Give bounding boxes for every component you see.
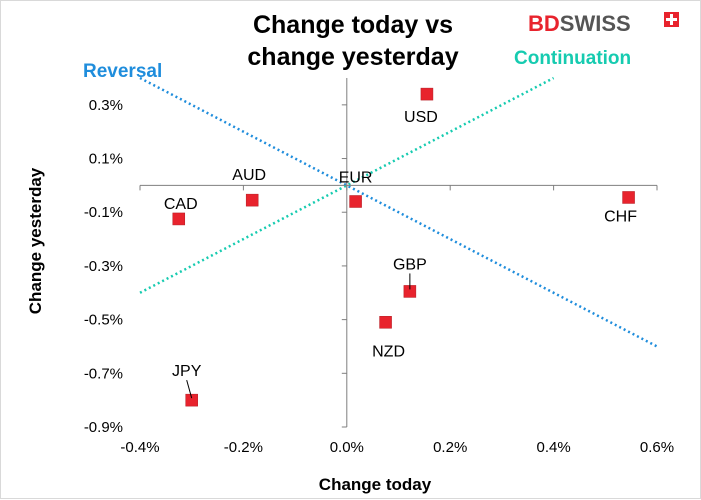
- data-point-nzd: [379, 316, 392, 329]
- point-label-gbp: GBP: [393, 256, 427, 273]
- trendline-label-reversal: Reversal: [83, 61, 162, 82]
- trendline-reversal: [139, 76, 658, 348]
- x-axis-title: Change today: [319, 475, 432, 494]
- point-label-eur: EUR: [339, 169, 373, 186]
- trendlines: Reversal Continuation: [83, 48, 658, 348]
- leader-line-jpy: [186, 380, 193, 399]
- point-label-usd: USD: [404, 109, 438, 126]
- chart-title-line-1: Change today vs: [253, 11, 453, 39]
- logo-text-swiss: SWISS: [560, 11, 631, 36]
- tick-labels: -0.4% -0.2% 0.0% 0.2% 0.4% 0.6% 0.3% 0.1% -0.1% -…: [84, 97, 674, 456]
- data-point-jpy: [185, 393, 198, 407]
- y-tick-label: -0.1%: [84, 204, 123, 221]
- x-tick-label: 0.2%: [433, 439, 467, 456]
- axes: [139, 78, 658, 428]
- point-label-chf: CHF: [604, 208, 637, 225]
- data-point-chf: [622, 191, 635, 204]
- point-label-jpy: JPY: [172, 363, 202, 380]
- logo-text-bd: BD: [528, 11, 560, 36]
- x-tick-label: 0.4%: [536, 439, 570, 456]
- svg-text:BDSWISS: BDSWISS: [528, 11, 631, 36]
- y-tick-label: 0.1%: [89, 151, 123, 168]
- y-tick-label: -0.9%: [84, 419, 123, 436]
- y-tick-label: -0.5%: [84, 312, 123, 329]
- y-axis-title: Change yesterday: [26, 167, 45, 314]
- y-tick-label: 0.3%: [89, 97, 123, 114]
- point-label-cad: CAD: [164, 196, 198, 213]
- point-labels: USD AUD CAD EUR CHF GBP NZD JPY: [164, 109, 637, 399]
- y-tick-label: -0.3%: [84, 258, 123, 275]
- trendline-label-continuation: Continuation: [514, 48, 631, 69]
- point-label-nzd: NZD: [372, 343, 405, 360]
- logo-flag-icon: [664, 12, 679, 27]
- x-tick-label: -0.2%: [224, 439, 263, 456]
- x-tick-label: -0.4%: [120, 439, 159, 456]
- data-point-eur: [349, 195, 362, 208]
- point-label-aud: AUD: [232, 167, 266, 184]
- x-tick-label: 0.0%: [330, 439, 364, 456]
- data-point-aud: [245, 193, 259, 207]
- chart-title: Change today vs change yesterday: [247, 11, 458, 71]
- data-point-usd: [420, 87, 434, 101]
- chart-title-line-2: change yesterday: [247, 43, 458, 71]
- x-tick-label: 0.6%: [640, 439, 674, 456]
- data-point-cad: [172, 212, 186, 226]
- y-tick-label: -0.7%: [84, 365, 123, 382]
- bdswiss-logo: BDSWISS: [528, 11, 679, 36]
